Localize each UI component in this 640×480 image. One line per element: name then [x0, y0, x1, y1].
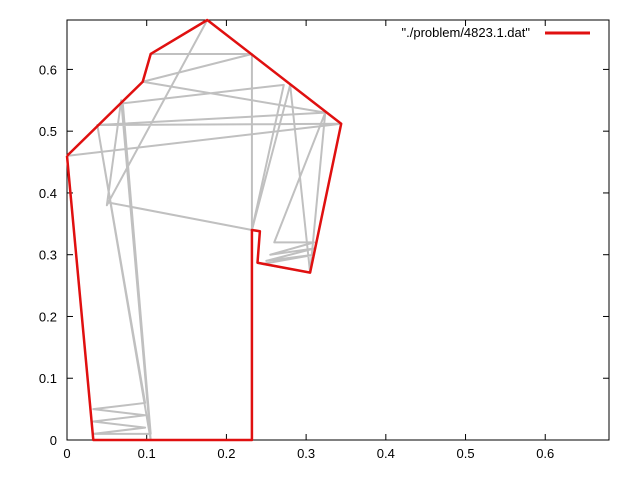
y-tick-label: 0.5 — [39, 124, 57, 139]
plot-frame — [66, 19, 610, 441]
y-tick-label: 0.1 — [39, 371, 57, 386]
x-tick-label: 0 — [63, 446, 70, 461]
x-tick-label: 0.2 — [217, 446, 235, 461]
y-tick-label: 0.3 — [39, 248, 57, 263]
y-tick-label: 0.2 — [39, 309, 57, 324]
x-tick-label: 0.6 — [536, 446, 554, 461]
legend-label-0: "./problem/4823.1.dat" — [402, 25, 531, 40]
y-tick-label: 0.6 — [39, 62, 57, 77]
x-tick-label: 0.5 — [456, 446, 474, 461]
y-tick-label: 0.4 — [39, 186, 57, 201]
x-tick-label: 0.4 — [377, 446, 395, 461]
y-tick-label: 0 — [50, 433, 57, 448]
series-line-trace-1 — [66, 19, 343, 441]
legend: "./problem/4823.1.dat" — [402, 25, 590, 40]
x-tick-label: 0.1 — [138, 446, 156, 461]
series-layer — [65, 18, 343, 442]
ticks: 0 0.1 0.2 0.3 0.4 0.5 0.6 0 0.1 0.2 0.3 0.4 0.5 0.6 — [39, 20, 609, 461]
series-line-main — [65, 18, 343, 442]
x-tick-label: 0.3 — [297, 446, 315, 461]
